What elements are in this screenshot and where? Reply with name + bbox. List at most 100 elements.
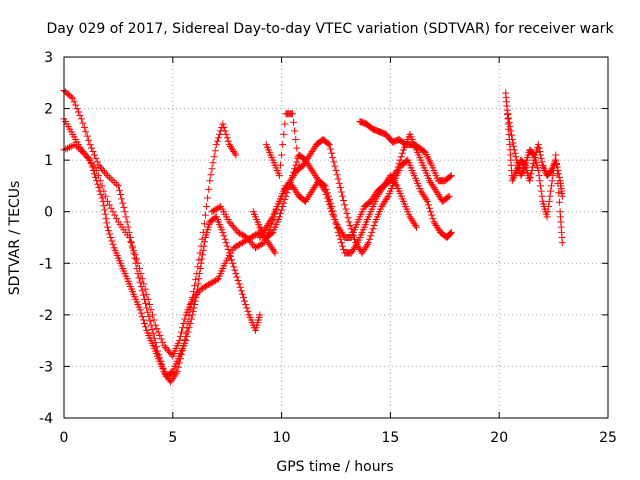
data-point bbox=[241, 297, 249, 305]
data-point bbox=[396, 156, 404, 164]
data-point bbox=[549, 172, 557, 180]
x-tick-label: 25 bbox=[599, 430, 617, 446]
data-point bbox=[553, 170, 561, 178]
data-point bbox=[111, 178, 119, 186]
data-point bbox=[204, 194, 212, 202]
data-point bbox=[141, 319, 149, 327]
data-point bbox=[328, 149, 336, 157]
x-tick-label: 5 bbox=[168, 430, 177, 446]
data-point bbox=[279, 203, 287, 211]
data-point bbox=[238, 290, 246, 298]
data-point bbox=[507, 127, 515, 135]
data-point bbox=[445, 192, 453, 200]
data-point bbox=[364, 240, 372, 248]
data-point bbox=[195, 256, 203, 264]
data-point bbox=[545, 203, 553, 211]
data-point bbox=[268, 215, 276, 223]
data-point bbox=[223, 242, 231, 250]
data-point bbox=[96, 177, 104, 185]
data-point bbox=[321, 182, 329, 190]
data-point bbox=[215, 203, 223, 211]
data-point bbox=[256, 241, 264, 249]
data-point bbox=[538, 192, 546, 200]
data-point bbox=[98, 194, 106, 202]
data-point bbox=[193, 290, 201, 298]
data-point bbox=[426, 204, 434, 212]
data-point bbox=[240, 232, 248, 240]
data-point bbox=[233, 273, 241, 281]
data-point bbox=[190, 294, 198, 302]
data-point bbox=[340, 197, 348, 205]
data-point bbox=[196, 249, 204, 257]
data-point bbox=[240, 238, 248, 246]
data-point bbox=[203, 282, 211, 290]
data-point bbox=[73, 105, 81, 113]
data-point bbox=[78, 148, 86, 156]
data-point bbox=[244, 307, 252, 315]
data-point bbox=[540, 165, 548, 173]
data-point bbox=[71, 141, 79, 149]
data-point bbox=[368, 228, 376, 236]
data-point bbox=[201, 211, 209, 219]
data-point bbox=[111, 211, 119, 219]
data-point bbox=[146, 301, 154, 309]
data-point bbox=[213, 137, 221, 145]
data-point bbox=[181, 315, 189, 323]
data-point bbox=[214, 134, 222, 142]
data-point bbox=[339, 242, 347, 250]
data-point bbox=[323, 189, 331, 197]
data-point bbox=[367, 232, 375, 240]
data-point bbox=[370, 221, 378, 229]
data-point bbox=[149, 330, 157, 338]
data-point bbox=[548, 177, 556, 185]
x-tick-label: 15 bbox=[381, 430, 399, 446]
data-point bbox=[192, 276, 200, 284]
data-point bbox=[280, 199, 288, 207]
y-tick-label: 2 bbox=[44, 102, 53, 118]
data-point bbox=[506, 123, 514, 131]
data-point bbox=[104, 197, 112, 205]
data-point bbox=[334, 175, 342, 183]
data-point bbox=[512, 153, 520, 161]
data-point bbox=[537, 187, 545, 195]
data-point bbox=[553, 160, 561, 168]
data-point bbox=[510, 142, 518, 150]
x-tick-label: 10 bbox=[273, 430, 291, 446]
data-point bbox=[275, 213, 283, 221]
data-point bbox=[250, 232, 258, 240]
data-point bbox=[529, 149, 537, 157]
data-point bbox=[208, 165, 216, 173]
y-tick-label: -3 bbox=[39, 359, 53, 375]
data-point bbox=[106, 230, 114, 238]
y-tick-label: -4 bbox=[39, 411, 53, 427]
data-point bbox=[281, 196, 289, 204]
data-point bbox=[547, 187, 555, 195]
data-point bbox=[229, 259, 237, 267]
data-point bbox=[551, 156, 559, 164]
data-point bbox=[143, 290, 151, 298]
data-point bbox=[135, 274, 143, 282]
data-point bbox=[341, 201, 349, 209]
data-point bbox=[290, 118, 298, 126]
data-point bbox=[246, 237, 254, 245]
data-point bbox=[221, 127, 229, 135]
data-point bbox=[427, 208, 435, 216]
data-point bbox=[69, 94, 77, 102]
data-point bbox=[222, 130, 230, 138]
data-point bbox=[211, 206, 219, 214]
data-point bbox=[555, 189, 563, 197]
data-point bbox=[83, 132, 91, 140]
data-point bbox=[232, 151, 240, 159]
data-point bbox=[105, 227, 113, 235]
data-point bbox=[529, 163, 537, 171]
data-point bbox=[232, 270, 240, 278]
data-point bbox=[234, 241, 242, 249]
data-point bbox=[330, 158, 338, 166]
data-point bbox=[536, 177, 544, 185]
data-point bbox=[194, 263, 202, 271]
data-point bbox=[447, 172, 455, 180]
data-point bbox=[392, 180, 400, 188]
data-point bbox=[93, 166, 101, 174]
data-point bbox=[198, 235, 206, 243]
data-point bbox=[512, 168, 520, 176]
